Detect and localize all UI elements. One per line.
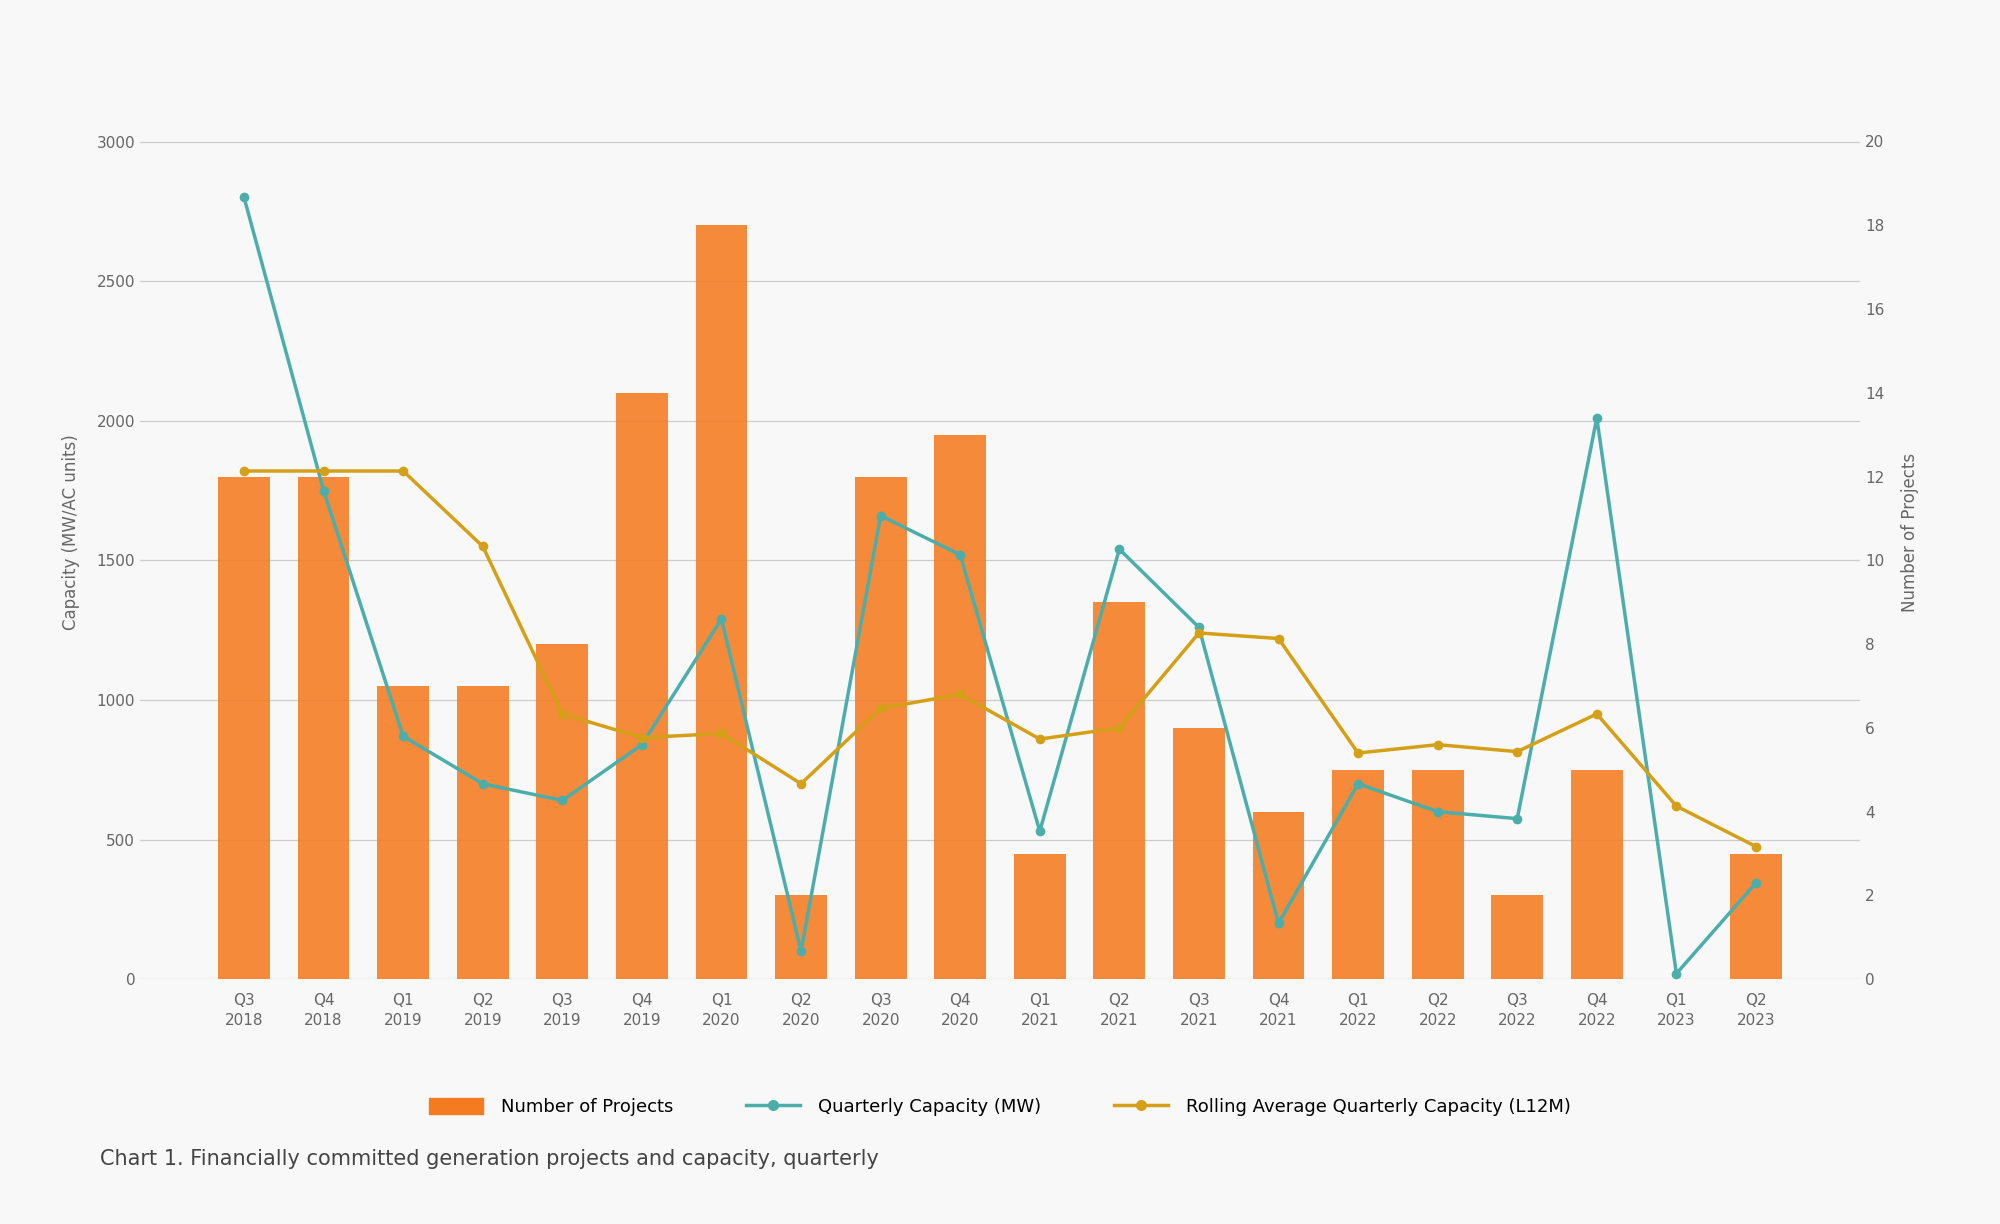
Bar bbox=[1014, 853, 1066, 979]
Bar bbox=[378, 685, 430, 979]
Bar bbox=[218, 476, 270, 979]
Text: Chart 1. Financially committed generation projects and capacity, quarterly: Chart 1. Financially committed generatio… bbox=[100, 1149, 878, 1169]
Bar bbox=[776, 896, 826, 979]
Bar bbox=[1492, 896, 1544, 979]
Bar bbox=[536, 644, 588, 979]
Bar bbox=[1252, 812, 1304, 979]
Bar bbox=[1174, 728, 1224, 979]
Bar bbox=[854, 476, 906, 979]
Bar bbox=[616, 393, 668, 979]
Bar bbox=[1730, 853, 1782, 979]
Legend: Number of Projects, Quarterly Capacity (MW), Rolling Average Quarterly Capacity : Number of Projects, Quarterly Capacity (… bbox=[422, 1091, 1578, 1124]
Y-axis label: Number of Projects: Number of Projects bbox=[1900, 453, 1918, 612]
Bar bbox=[1094, 602, 1146, 979]
Bar bbox=[298, 476, 350, 979]
Bar bbox=[1332, 770, 1384, 979]
Bar bbox=[696, 225, 748, 979]
Y-axis label: Capacity (MW/AC units): Capacity (MW/AC units) bbox=[62, 435, 80, 630]
Bar bbox=[1570, 770, 1622, 979]
Bar bbox=[456, 685, 508, 979]
Bar bbox=[1412, 770, 1464, 979]
Bar bbox=[934, 435, 986, 979]
